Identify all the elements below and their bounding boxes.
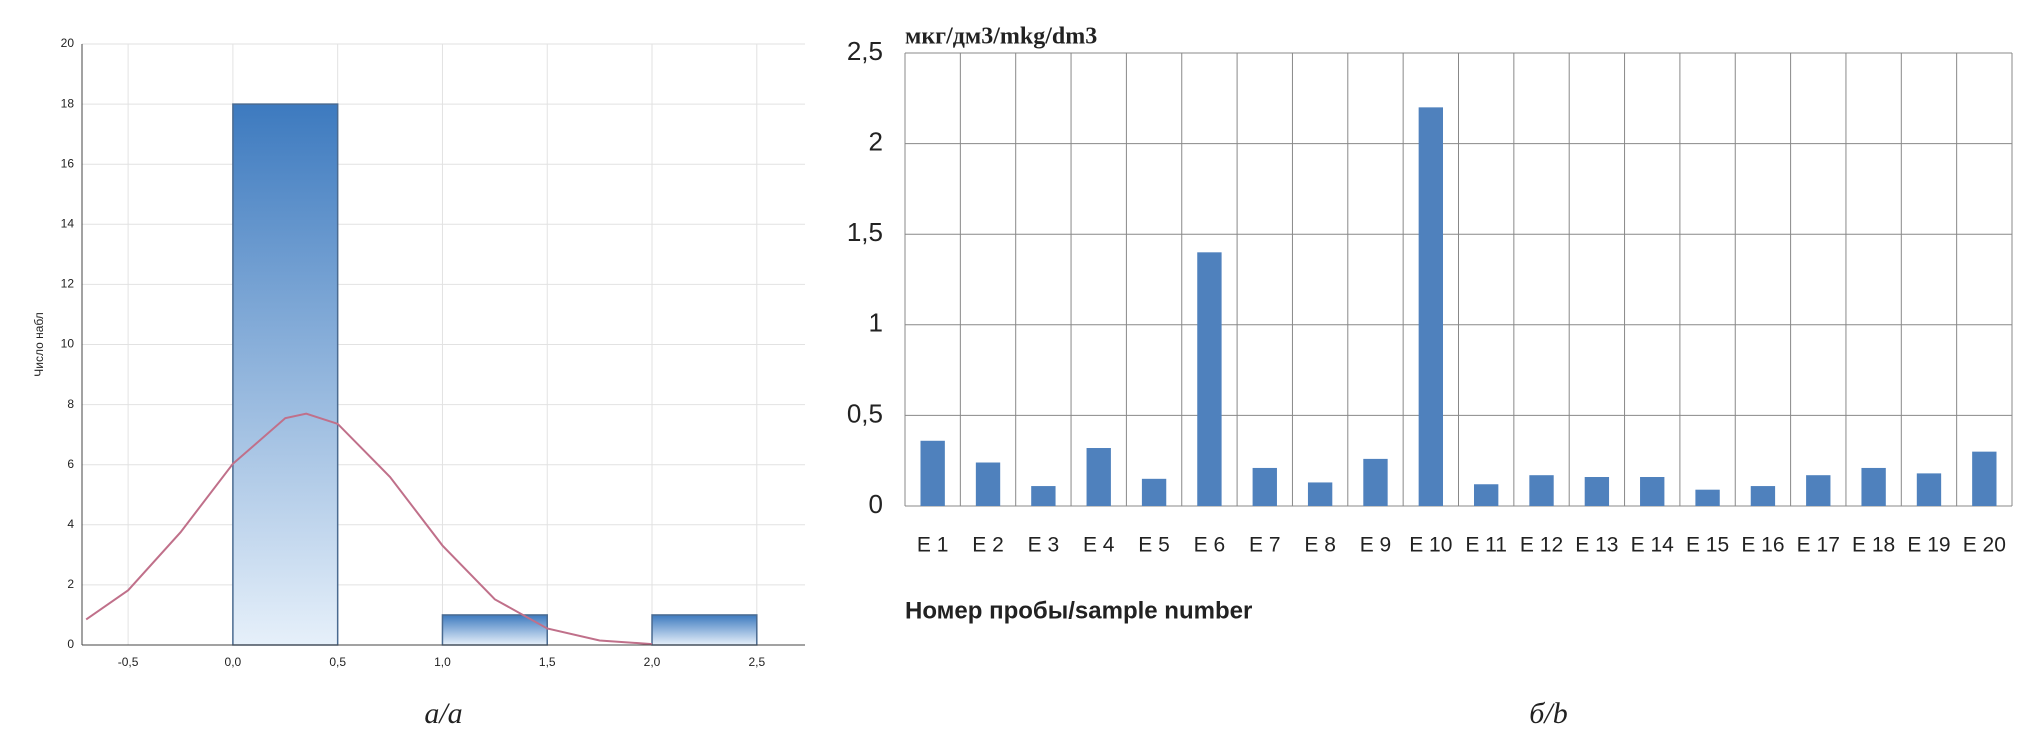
y-tick-label: 0 [869,489,883,519]
caption: б/b [1529,697,1567,730]
y-tick-label: 1 [869,308,883,338]
y-tick-label: 16 [61,156,75,170]
bar [1141,478,1167,506]
bar [1584,477,1610,506]
chart-title: мкг/дм3/mkg/dm3 [905,24,1097,50]
x-tick-label: E 11 [1465,534,1507,557]
bar [1363,458,1388,506]
bar [1529,475,1554,506]
y-tick-label: 2 [67,577,74,591]
x-tick-label: E 15 [1686,534,1729,557]
bar [1640,477,1665,506]
bar [920,440,945,506]
y-tick-label: 8 [67,397,74,411]
bar [1916,473,1942,506]
bar [1418,107,1444,507]
y-tick-label: 10 [61,337,75,351]
y-axis-label: Число набл [32,312,46,376]
caption: а/a [424,697,462,730]
x-tick-label: E 18 [1852,534,1895,557]
x-tick-label: -0,5 [118,655,139,669]
y-tick-label: 6 [67,457,74,471]
y-tick-label: 0,5 [847,398,883,428]
bar [1806,475,1831,506]
bar [1086,448,1111,506]
bar [1197,252,1222,506]
bar [1307,482,1333,506]
x-tick-label: E 17 [1797,534,1840,557]
x-tick-label: E 5 [1138,534,1170,557]
bar [1473,484,1499,506]
x-tick-label: E 6 [1194,534,1226,557]
x-tick-label: E 20 [1963,534,2006,557]
x-tick-label: E 2 [972,534,1004,557]
y-tick-label: 4 [67,517,74,531]
bar [1750,486,1776,506]
x-tick-label: E 7 [1249,534,1281,557]
x-tick-label: E 14 [1631,534,1675,557]
x-tick-label: 2,0 [644,655,661,669]
y-tick-label: 0 [67,637,74,651]
bar [1252,467,1277,506]
bar [1031,486,1056,506]
bar [1972,451,1997,506]
x-tick-label: E 10 [1409,534,1452,557]
y-tick-label: 20 [61,36,75,50]
x-tick-label: E 19 [1907,534,1950,557]
y-tick-label: 2,5 [847,36,883,66]
x-tick-label: E 12 [1520,534,1563,557]
y-tick-label: 18 [61,96,75,110]
bar [975,462,1001,506]
histogram-bar [232,103,339,646]
x-tick-label: E 16 [1741,534,1784,557]
y-tick-label: 1,5 [847,217,883,247]
x-tick-label: E 8 [1304,534,1336,557]
x-tick-label: 0,5 [329,655,346,669]
x-tick-label: E 4 [1083,534,1115,557]
normal-curve [85,412,653,646]
bar [1695,489,1720,506]
y-tick-label: 2 [869,126,883,156]
x-tick-label: 1,0 [434,655,451,669]
x-tick-label: 0,0 [225,655,242,669]
x-tick-label: E 3 [1028,534,1060,557]
x-tick-label: E 13 [1575,534,1618,557]
y-tick-label: 14 [61,216,75,230]
x-tick-label: E 1 [917,534,949,557]
x-tick-label: 1,5 [539,655,556,669]
x-tick-label: E 9 [1360,534,1392,557]
bar [1861,467,1886,506]
y-tick-label: 12 [61,277,75,291]
x-tick-label: 2,5 [748,655,765,669]
x-axis-label: Номер пробы/sample number [905,597,1252,624]
histogram-bar [651,614,758,646]
histogram-bar [441,614,548,646]
